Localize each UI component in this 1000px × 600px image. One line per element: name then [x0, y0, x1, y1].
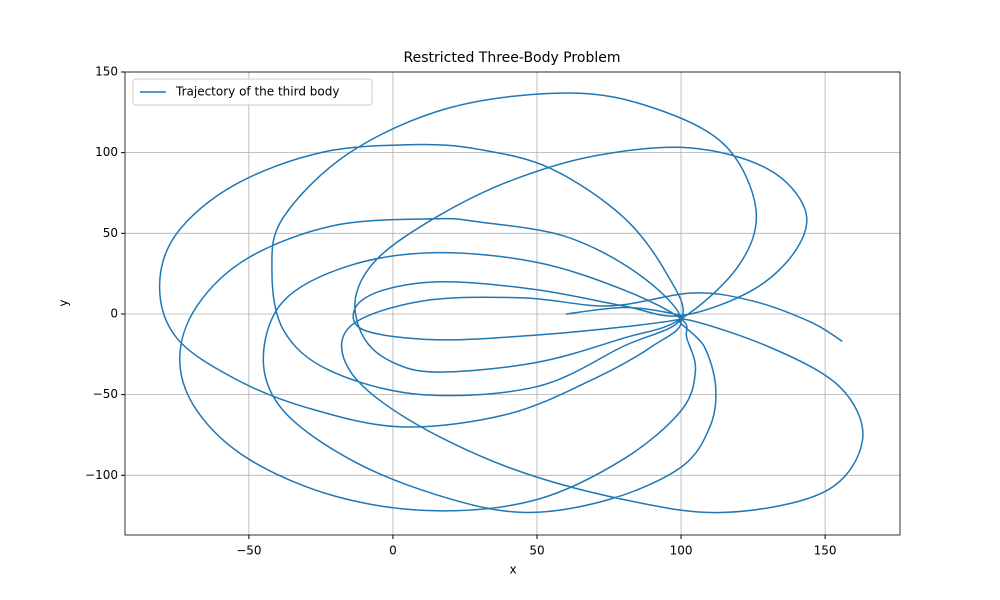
x-tick-label: −50 — [236, 544, 261, 558]
legend-box — [132, 78, 373, 106]
y-tick-label: −100 — [85, 468, 118, 482]
y-axis-label: y — [57, 299, 71, 306]
chart-title: Restricted Three-Body Problem — [404, 50, 621, 66]
y-tick-label: −50 — [93, 387, 118, 401]
y-tick-label: 100 — [95, 145, 118, 159]
legend-label: Trajectory of the third body — [175, 85, 339, 99]
x-tick-label: 50 — [529, 544, 544, 558]
y-tick-label: 50 — [103, 226, 118, 240]
x-axis-label: x — [509, 563, 516, 577]
x-tick-label: 0 — [389, 544, 397, 558]
y-tick-label: 150 — [95, 65, 118, 79]
y-tick-label: 0 — [110, 306, 118, 320]
trajectory-line — [158, 92, 864, 514]
plot-frame — [124, 71, 901, 536]
x-tick-label: 100 — [670, 544, 693, 558]
x-tick-label: 150 — [814, 544, 837, 558]
